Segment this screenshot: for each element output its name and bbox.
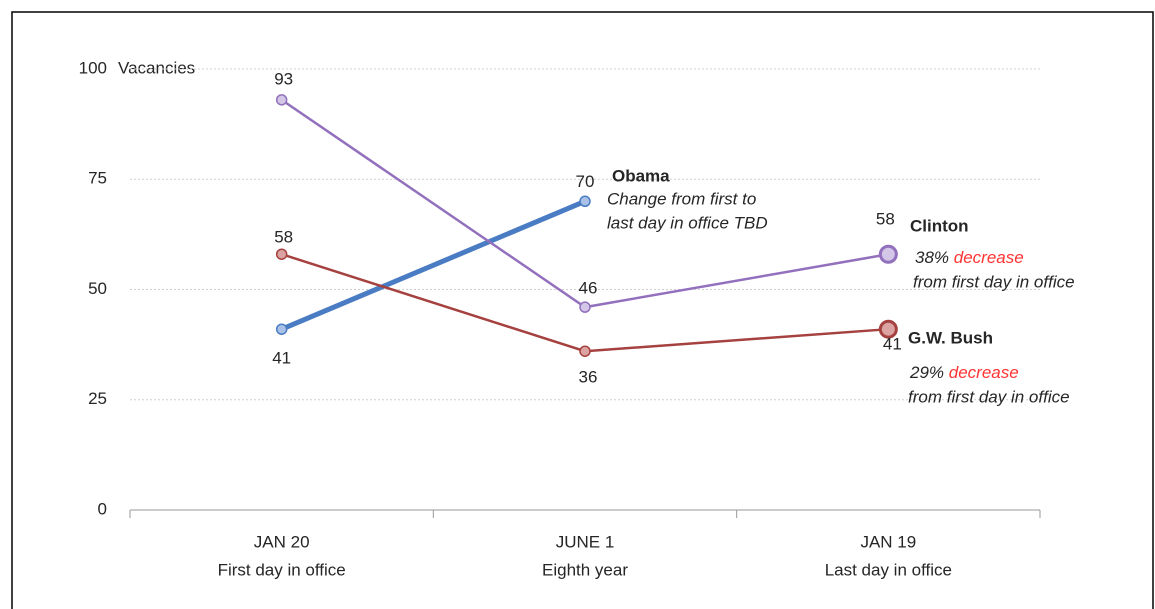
x-tick-label: JAN 19 xyxy=(860,532,916,551)
data-label: 93 xyxy=(274,69,293,88)
x-tick-label: First day in office xyxy=(218,560,346,579)
y-tick-label: 50 xyxy=(88,279,107,298)
x-tick-label: JUNE 1 xyxy=(556,532,615,551)
annotation-percent: 29% xyxy=(909,363,944,382)
y-tick-label: 100 xyxy=(79,58,107,77)
y-axis-label: Vacancies xyxy=(118,58,195,77)
marker xyxy=(878,244,898,264)
marker xyxy=(878,319,898,339)
data-label: 36 xyxy=(579,368,598,387)
annotation: from first day in office xyxy=(908,387,1070,406)
annotation: last day in office TBD xyxy=(607,213,768,232)
x-tick-label: Eighth year xyxy=(542,560,628,579)
y-tick-label: 75 xyxy=(88,169,107,188)
marker xyxy=(579,195,591,208)
data-label: 58 xyxy=(876,210,895,229)
annotation-percent: 38% xyxy=(915,248,949,267)
annotation: 29% decrease xyxy=(909,363,1019,382)
x-tick-label: Last day in office xyxy=(825,560,952,579)
marker xyxy=(579,301,591,313)
frame xyxy=(11,11,1154,609)
y-tick-label: 0 xyxy=(98,499,107,518)
annotation: Change from first to xyxy=(607,189,756,208)
line xyxy=(280,198,586,332)
data-label: 58 xyxy=(274,228,293,247)
series-name: G.W. Bush xyxy=(908,328,993,347)
marker xyxy=(275,323,288,335)
y-tick-label: 25 xyxy=(88,389,107,408)
series-name: Clinton xyxy=(910,216,969,235)
annotation: 38% decrease xyxy=(915,248,1024,267)
marker xyxy=(579,345,591,357)
series-name: Obama xyxy=(612,166,670,185)
annotation: from first day in office xyxy=(913,272,1075,291)
marker xyxy=(275,248,288,260)
data-label: 41 xyxy=(883,335,902,354)
annotation-highlight: decrease xyxy=(954,248,1024,267)
data-label: 70 xyxy=(576,172,595,191)
x-tick-label: JAN 20 xyxy=(254,532,310,551)
marker xyxy=(275,94,288,106)
annotation-highlight: decrease xyxy=(949,363,1019,382)
data-label: 46 xyxy=(579,279,598,298)
data-label: 41 xyxy=(272,349,291,368)
